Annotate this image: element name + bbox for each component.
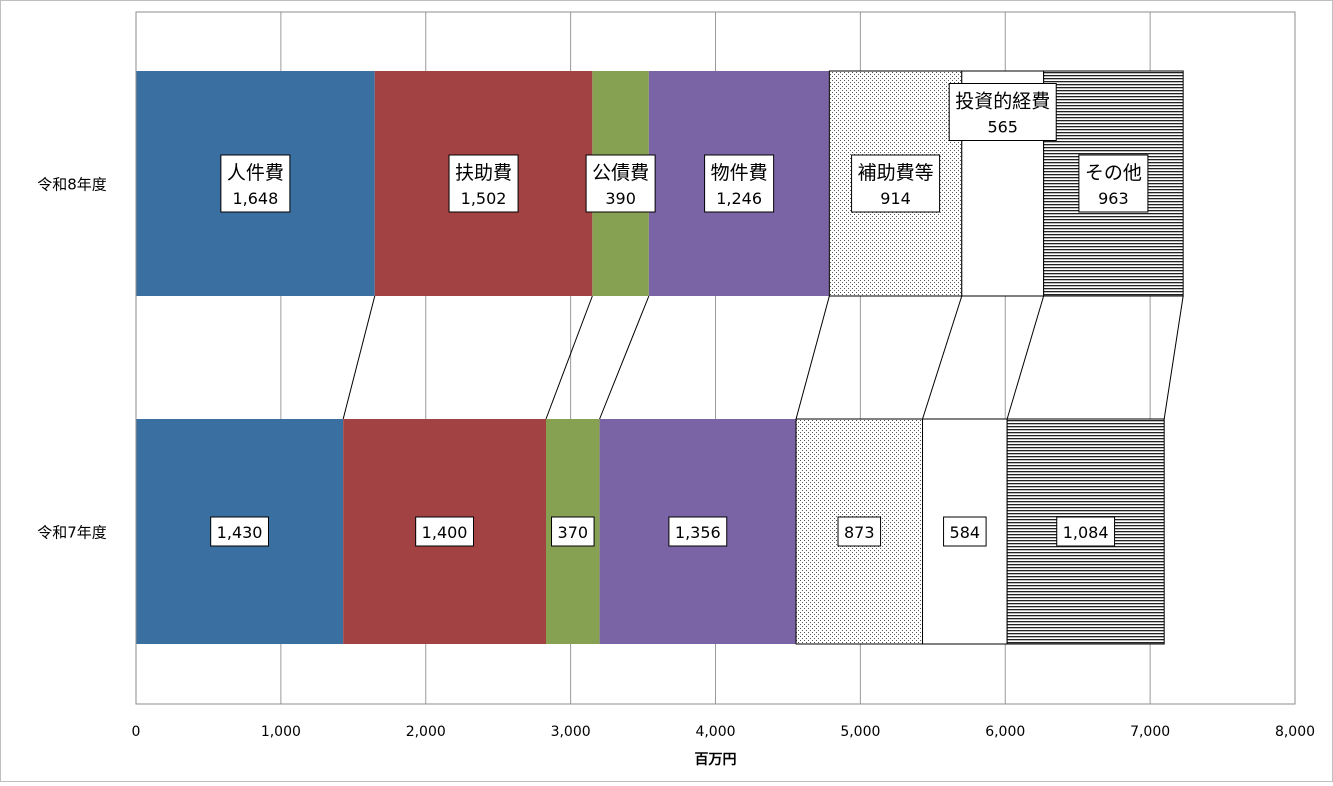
plot-area-border [135,11,1296,705]
top-label-box [220,154,291,213]
x-tick-label: 3,000 [551,724,591,740]
data-label: 584 [950,523,981,542]
x-tick-label: 8,000 [1275,724,1315,740]
x-tick-label: 0 [132,724,141,740]
y-category-label: 令和8年度 [37,176,107,194]
bottom-label-box [415,516,474,547]
series-name-label: 物件費 [711,162,768,184]
data-label: 1,084 [1063,523,1109,542]
top-label-box [448,154,519,213]
data-label: 370 [558,523,589,542]
data-label: 914 [880,189,911,208]
bottom-label-box [210,516,269,547]
bottom-label-box [943,516,987,547]
x-tick-label: 1,000 [261,724,301,740]
top-label-box [1078,154,1149,213]
data-label: 1,502 [461,189,507,208]
series-connector-line [795,295,830,420]
series-name-label: 投資的経費 [955,91,1050,113]
data-label: 565 [987,118,1018,137]
series-connector-line [922,295,963,420]
data-label: 873 [844,523,875,542]
series-name-label: 人件費 [227,162,284,184]
x-axis-title: 百万円 [695,752,737,768]
series-connector-line [1163,295,1184,420]
data-label: 1,356 [675,523,721,542]
series-connector-line [342,295,376,420]
data-label: 1,400 [422,523,468,542]
bottom-label-box [551,516,595,547]
data-label: 1,246 [716,189,762,208]
series-connector-line [1006,295,1045,420]
data-label: 963 [1098,189,1129,208]
data-label: 390 [605,189,636,208]
x-tick-label: 6,000 [985,724,1025,740]
series-name-label: その他 [1085,162,1142,184]
top-label-box [948,83,1057,141]
x-tick-label: 2,000 [406,724,446,740]
series-connector-line [599,295,650,420]
bottom-label-box [668,516,728,547]
series-name-label: 公債費 [592,162,649,184]
y-category-label: 令和7年度 [37,524,107,542]
data-label: 1,648 [232,189,278,208]
series-connector-line [545,295,593,420]
data-label: 1,430 [217,523,263,542]
series-name-label: 扶助費 [455,162,512,184]
bottom-label-box [1056,516,1116,547]
top-label-box [585,154,656,213]
x-tick-label: 5,000 [840,724,880,740]
x-tick-label: 4,000 [695,724,735,740]
bottom-label-box [837,516,882,547]
top-label-box [704,154,775,213]
x-tick-label: 7,000 [1130,724,1170,740]
top-label-box [851,154,941,213]
series-name-label: 補助費等 [858,162,934,184]
